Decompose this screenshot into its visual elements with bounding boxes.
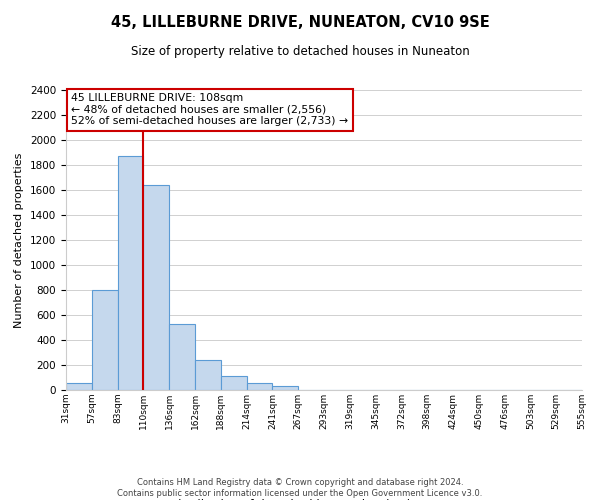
- Bar: [66, 383, 92, 390]
- Bar: [221, 376, 247, 390]
- Text: 45, LILLEBURNE DRIVE, NUNEATON, CV10 9SE: 45, LILLEBURNE DRIVE, NUNEATON, CV10 9SE: [110, 15, 490, 30]
- Bar: [92, 290, 118, 390]
- Bar: [195, 360, 221, 390]
- Bar: [143, 185, 169, 390]
- Bar: [247, 383, 272, 390]
- Bar: [169, 324, 195, 390]
- Bar: [272, 386, 298, 390]
- Bar: [118, 156, 143, 390]
- Y-axis label: Number of detached properties: Number of detached properties: [14, 152, 25, 328]
- Text: 45 LILLEBURNE DRIVE: 108sqm
← 48% of detached houses are smaller (2,556)
52% of : 45 LILLEBURNE DRIVE: 108sqm ← 48% of det…: [71, 93, 348, 126]
- Text: Size of property relative to detached houses in Nuneaton: Size of property relative to detached ho…: [131, 45, 469, 58]
- Text: Contains HM Land Registry data © Crown copyright and database right 2024.
Contai: Contains HM Land Registry data © Crown c…: [118, 478, 482, 498]
- X-axis label: Distribution of detached houses by size in Nuneaton: Distribution of detached houses by size …: [169, 498, 479, 500]
